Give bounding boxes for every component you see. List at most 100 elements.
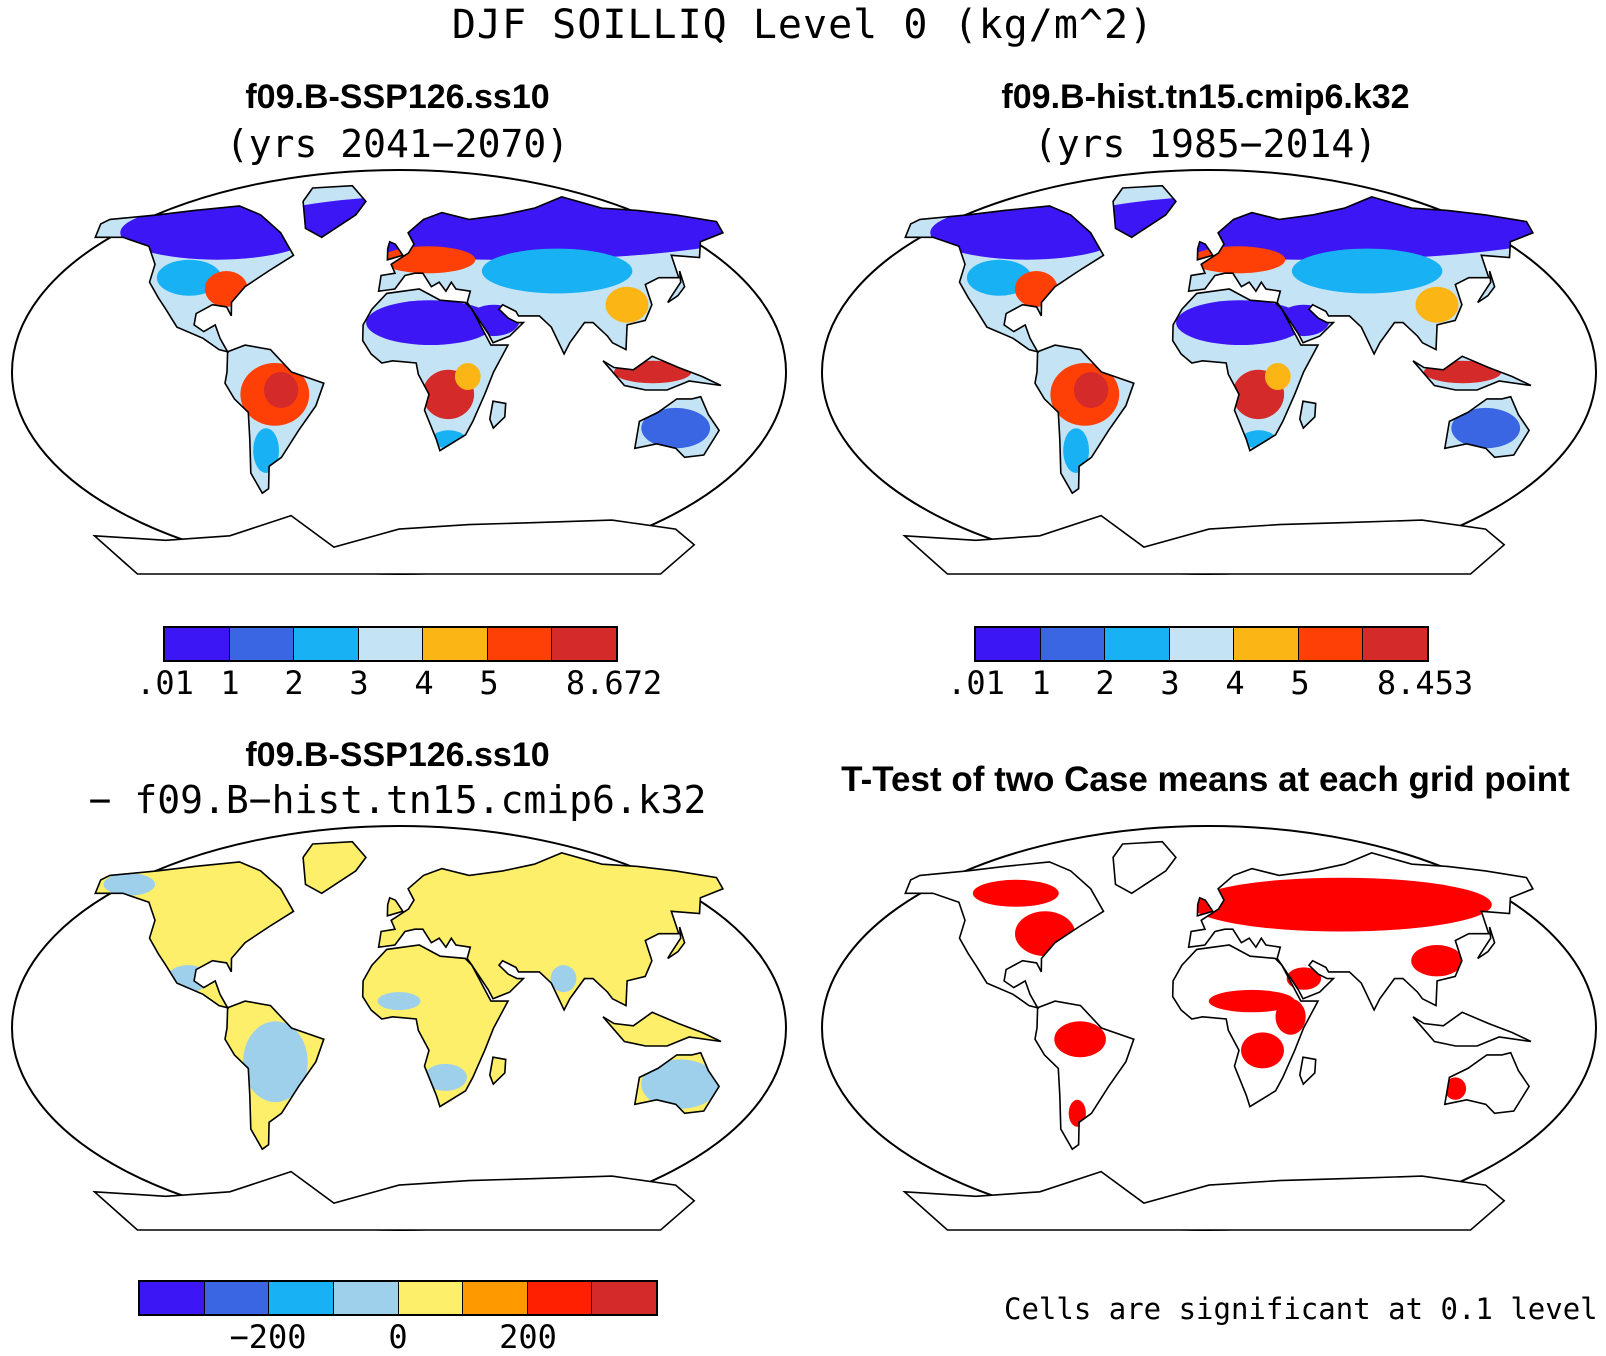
case2-coastline-africa [1171, 288, 1320, 452]
case1-land-madagascar [489, 401, 506, 429]
case2-subtitle: (yrs 1985−2014) [1033, 122, 1378, 166]
case1-colorbar-swatch-0 [165, 628, 230, 660]
ttest-coastline-japan [1477, 926, 1496, 960]
case1-sahara-dry [366, 300, 496, 345]
sig-eurasia [1190, 877, 1492, 932]
case2-africa-edge [1264, 363, 1291, 390]
case1-coastline-greenland [302, 184, 367, 239]
difference-coastline-eurasia [377, 852, 725, 1012]
difference-colorbar-swatch-5 [463, 1282, 528, 1314]
case2-coastline-eurasia [1187, 196, 1535, 356]
diff-india-neg [550, 965, 577, 993]
case1-subtitle: (yrs 2041−2070) [225, 122, 570, 166]
sig-aus-w [1444, 1077, 1467, 1100]
case1-colorbar-swatch-4 [423, 628, 488, 660]
diff-aus-neg [641, 1059, 719, 1109]
case2-colorbar-label-5: 5 [1290, 664, 1310, 702]
difference-colorbar-swatch-3 [333, 1282, 399, 1314]
difference-land-uk [387, 897, 403, 916]
case1-colorbar-label-6: 8.672 [565, 664, 663, 702]
ttest-coastline-eurasia [1187, 852, 1535, 1012]
case1-amazon-core [263, 372, 299, 408]
difference-land-indonesia [603, 1012, 721, 1046]
case1-coastline-madagascar [488, 400, 507, 430]
ttest-note: Cells are significant at 0.1 level [1004, 1292, 1598, 1326]
ttest-land-madagascar [1299, 1057, 1316, 1085]
difference-land-northAmerica [95, 861, 294, 1008]
case1-colorbar-swatch-3 [358, 628, 424, 660]
difference-coastline-greenland [302, 840, 367, 895]
case1-coastline-eurasia [377, 196, 725, 356]
difference-colorbar-label-0: −200 [229, 1318, 307, 1356]
sig-eafrica [1275, 998, 1306, 1035]
sig-canada [972, 879, 1059, 907]
case1-sa-south [253, 428, 279, 473]
case1-map [11, 169, 787, 575]
case2-colorbar-swatch-4 [1234, 628, 1299, 660]
case2-china-wet [1415, 286, 1459, 323]
difference-land-madagascar [489, 1057, 506, 1085]
difference-coastline-madagascar [488, 1056, 507, 1086]
case1-colorbar-label-2: 2 [284, 664, 304, 702]
ttest-land-africa [1172, 945, 1318, 1107]
sig-amazon [1054, 1021, 1106, 1058]
case2-colorbar-swatch-2 [1105, 628, 1170, 660]
difference-map [11, 825, 787, 1231]
case2-colorbar-swatch-0 [976, 628, 1041, 660]
case2-colorbar-swatch-6 [1363, 628, 1428, 660]
sig-cafrica [1241, 1032, 1284, 1069]
ttest-coastline-africa [1171, 944, 1320, 1108]
difference-colorbar-swatch-2 [269, 1282, 334, 1314]
difference-colorbar-swatch-0 [140, 1282, 205, 1314]
diff-safrica-neg [423, 1063, 467, 1091]
case1-coastline-northAmerica [94, 205, 295, 354]
case2-colorbar-label-1: 1 [1031, 664, 1051, 702]
difference-coastline-japan [667, 926, 686, 960]
case2-asia-mid [1291, 248, 1443, 294]
diff-sa-neg [243, 1021, 308, 1103]
case2-colorbar-label-2: 2 [1095, 664, 1115, 702]
case1-coastline-southAmerica [224, 344, 325, 495]
case2-land-antarctica [904, 515, 1505, 574]
case2-map [821, 169, 1597, 575]
difference-colorbar [138, 1280, 658, 1316]
difference-land-greenland [303, 841, 366, 894]
sig-sahel [1208, 989, 1295, 1013]
difference-field-patches [103, 873, 719, 1109]
difference-colorbar-label-1: 0 [388, 1318, 408, 1356]
case2-coastline-greenland [1112, 184, 1177, 239]
ttest-land-antarctica [904, 1171, 1505, 1230]
case1-coastline-antarctica [92, 514, 696, 575]
case2-coastline-indonesia [1412, 355, 1532, 391]
difference-land-africa [362, 945, 508, 1107]
difference-coastline-antarctica [92, 1170, 696, 1231]
diff-subtitle: − f09.B−hist.tn15.cmip6.k32 [88, 778, 707, 822]
case1-colorbar-label-3: 3 [349, 664, 369, 702]
ttest-coastline-southAmerica [1034, 1000, 1135, 1151]
diff-wafrica-neg [377, 992, 421, 1011]
case1-colorbar-swatch-5 [487, 628, 553, 660]
difference-coastline-southAmerica [224, 1000, 325, 1151]
difference-colorbar-swatch-1 [204, 1282, 270, 1314]
case2-amazon-core [1073, 372, 1109, 408]
ttest-coastline-australia [1443, 1051, 1531, 1115]
case1-colorbar-label-5: 5 [479, 664, 499, 702]
case1-colorbar-swatch-2 [294, 628, 359, 660]
case1-china-wet [605, 286, 649, 323]
case1-colorbar-label-0: .01 [136, 664, 194, 702]
case2-colorbar-label-6: 8.453 [1376, 664, 1474, 702]
case2-colorbar-swatch-1 [1040, 628, 1106, 660]
case1-colorbar-swatch-1 [229, 628, 295, 660]
case1-coastline-africa [361, 288, 510, 452]
difference-land-antarctica [94, 1171, 695, 1230]
case2-colorbar-swatch-3 [1169, 628, 1235, 660]
case1-land-antarctica [94, 515, 695, 574]
diff-title: f09.B-SSP126.ss10 [245, 736, 550, 774]
case2-colorbar-label-4: 4 [1225, 664, 1245, 702]
difference-colorbar-label-2: 200 [499, 1318, 557, 1356]
case1-colorbar [163, 626, 618, 662]
sig-china [1411, 945, 1463, 977]
case2-colorbar-label-0: .01 [947, 664, 1005, 702]
case2-title: f09.B-hist.tn15.cmip6.k32 [1001, 78, 1410, 116]
difference-coastline-uk [386, 896, 405, 917]
